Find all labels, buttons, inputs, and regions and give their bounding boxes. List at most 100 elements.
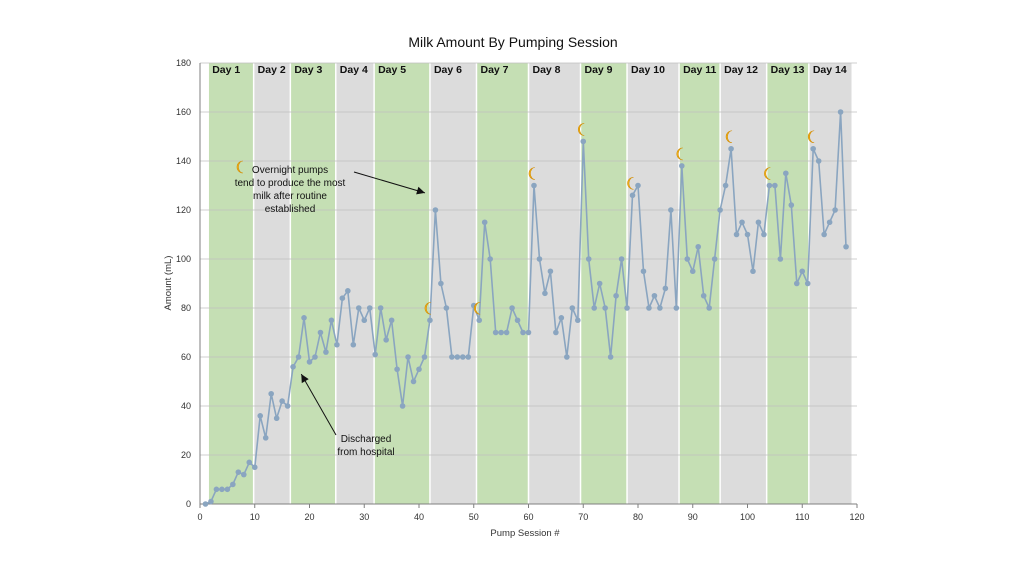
- data-point: [728, 145, 734, 152]
- data-point: [837, 109, 844, 115]
- data-point: [646, 305, 652, 311]
- data-point: [416, 366, 422, 373]
- y-tick-label: 100: [176, 254, 191, 264]
- data-point: [290, 364, 296, 370]
- day-label: Day 7: [480, 64, 508, 76]
- y-tick-label: 140: [176, 156, 191, 166]
- x-tick-label: 10: [250, 512, 260, 522]
- annotation-discharged-text: from hospital: [337, 447, 394, 458]
- data-point: [689, 268, 696, 275]
- data-point: [372, 351, 379, 358]
- data-point: [657, 305, 663, 311]
- data-point: [542, 290, 548, 297]
- day-band: [766, 63, 809, 504]
- data-series: [202, 109, 849, 507]
- y-tick-label: 40: [181, 401, 191, 411]
- annotation-overnight-arrow-head: [416, 186, 425, 195]
- data-point: [783, 170, 789, 177]
- data-point: [410, 378, 417, 385]
- data-point: [602, 305, 608, 311]
- data-point: [377, 305, 384, 311]
- data-point: [624, 305, 630, 311]
- annotation-discharged-arrow-head: [301, 374, 309, 384]
- data-point: [536, 256, 543, 262]
- data-point: [684, 256, 691, 262]
- data-point: [213, 486, 220, 493]
- data-point: [273, 415, 280, 422]
- data-point: [761, 231, 767, 238]
- y-tick-label: 120: [176, 205, 191, 215]
- day-band: [290, 63, 336, 504]
- data-point: [257, 413, 264, 419]
- annotations: Overnight pumps tend to produce the most m…: [235, 165, 426, 458]
- day-label: Day 13: [771, 64, 805, 76]
- day-band: [580, 63, 628, 504]
- x-tick-label: 80: [633, 512, 643, 522]
- data-point: [755, 219, 762, 226]
- day-label: Day 4: [340, 64, 368, 76]
- data-point: [711, 256, 718, 262]
- x-tick-label: 0: [197, 512, 202, 522]
- data-point: [804, 280, 811, 287]
- data-point: [766, 182, 773, 189]
- data-point: [399, 403, 406, 409]
- data-point: [700, 292, 707, 299]
- data-point: [383, 337, 389, 343]
- day-band: [335, 63, 375, 504]
- data-point: [361, 317, 368, 324]
- moon-icon: [528, 167, 536, 180]
- y-tick-label: 60: [181, 352, 191, 362]
- moon-icon: [764, 167, 771, 180]
- data-point: [355, 305, 362, 311]
- data-point: [421, 354, 428, 360]
- data-point: [449, 354, 455, 360]
- data-point: [328, 317, 335, 324]
- day-band: [528, 63, 581, 504]
- data-point: [585, 256, 592, 262]
- data-point: [673, 305, 680, 311]
- data-point: [772, 182, 778, 189]
- data-point: [208, 498, 214, 505]
- data-point: [635, 182, 641, 189]
- day-label: Day 5: [378, 64, 406, 76]
- annotation-overnight-text: Overnight pumps: [252, 165, 328, 176]
- data-point: [443, 305, 450, 311]
- data-point: [547, 268, 554, 275]
- data-point: [733, 231, 740, 238]
- data-point: [345, 288, 351, 294]
- annotation-overnight-text: established: [265, 204, 316, 215]
- data-point: [777, 256, 784, 262]
- data-point: [246, 459, 253, 466]
- data-point: [476, 317, 483, 324]
- data-point: [492, 329, 499, 336]
- data-point: [826, 219, 833, 226]
- data-point: [520, 329, 526, 336]
- y-tick-label: 20: [181, 450, 191, 460]
- data-point: [481, 219, 488, 226]
- data-point: [509, 305, 515, 311]
- day-band: [476, 63, 529, 504]
- day-label: Day 2: [258, 64, 286, 76]
- data-point: [810, 145, 816, 152]
- day-band: [253, 63, 291, 504]
- day-band: [374, 63, 430, 504]
- day-band: [208, 63, 254, 504]
- data-point: [744, 231, 751, 238]
- data-point: [793, 280, 800, 287]
- day-band: [679, 63, 721, 504]
- data-point: [454, 354, 461, 360]
- x-tick-label: 60: [523, 512, 533, 522]
- data-point: [531, 182, 537, 189]
- day-label: Day 3: [294, 64, 322, 76]
- data-point: [558, 315, 565, 321]
- moon-icon: [473, 301, 481, 315]
- x-tick-label: 30: [359, 512, 369, 522]
- data-point: [695, 243, 702, 250]
- data-point: [750, 268, 756, 275]
- data-point: [219, 486, 225, 493]
- data-point: [640, 268, 647, 275]
- data-point: [618, 256, 625, 262]
- data-point: [339, 295, 346, 302]
- x-tick-label: 20: [304, 512, 314, 522]
- day-label: Day 1: [212, 64, 240, 76]
